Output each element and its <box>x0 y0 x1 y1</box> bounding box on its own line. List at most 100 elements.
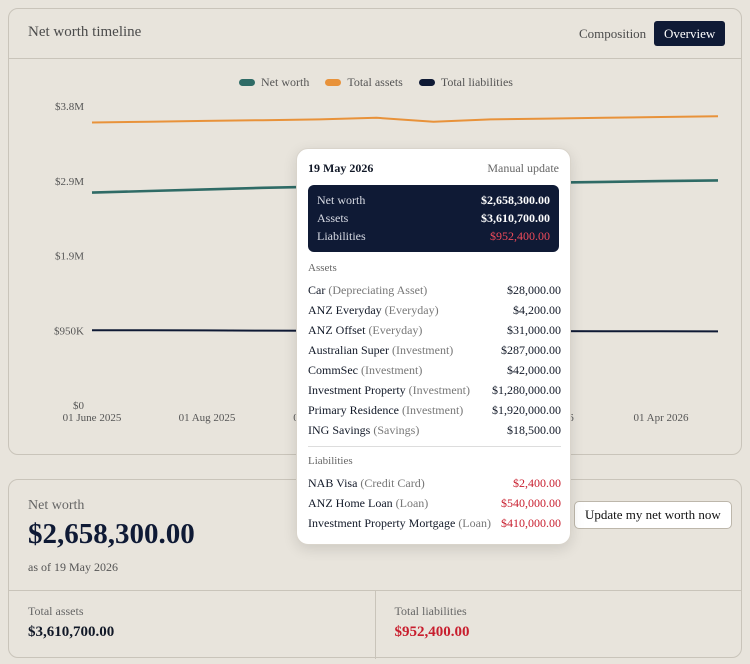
tooltip-line-item: Car (Depreciating Asset) $28,000.00 <box>308 280 561 300</box>
line-item-value: $1,920,000.00 <box>492 403 561 417</box>
total-assets-line[interactable] <box>91 115 719 124</box>
line-item-label: Primary Residence (Investment) <box>308 400 463 420</box>
line-chart[interactable]: $3.8M $2.9M $1.9M $950K $001 June 2025 01 Aug… <box>9 9 741 454</box>
tooltip-date: 19 May 2026 <box>308 161 374 175</box>
line-item-label: ANZ Offset (Everyday) <box>308 320 422 340</box>
line-item-value: $18,500.00 <box>507 423 561 437</box>
line-item-name: ANZ Home Loan <box>308 496 393 510</box>
total-liabilities-label: Total liabilities <box>394 604 467 618</box>
net-worth-label: Net worth <box>28 498 85 513</box>
x-tick-label: 6 <box>568 412 574 424</box>
line-item-name: Investment Property Mortgage <box>308 516 456 530</box>
line-item-category: (Depreciating Asset) <box>328 283 428 297</box>
line-item-category: (Investment) <box>408 383 470 397</box>
as-of-date: as of 19 May 2026 <box>28 560 118 574</box>
y-tick-label: $2.9M <box>55 176 84 188</box>
tooltip-line-item: Primary Residence (Investment) $1,920,000… <box>308 400 561 420</box>
legend-item-total-assets[interactable]: Total assets <box>325 75 403 90</box>
line-item-category: (Loan) <box>458 516 491 530</box>
totals-row: Total assets $3,610,700.00 Total liabili… <box>9 590 741 659</box>
line-item-value: $31,000.00 <box>507 323 561 337</box>
card-title: Net worth timeline <box>28 24 142 40</box>
line-item-name: Australian Super <box>308 343 389 357</box>
line-item-name: Primary Residence <box>308 403 399 417</box>
chart-tooltip: 19 May 2026 Manual update Net worth $2,6… <box>296 148 571 545</box>
y-tick-label: $1.9M <box>55 251 84 263</box>
line-item-name: Investment Property <box>308 383 406 397</box>
line-item-name: CommSec <box>308 363 358 377</box>
total-liabilities-cell: Total liabilities $952,400.00 <box>374 591 742 659</box>
legend-swatch <box>418 79 435 86</box>
tooltip-summary-label: Net worth <box>317 193 366 207</box>
tooltip-line-item: NAB Visa (Credit Card) $2,400.00 <box>308 473 561 493</box>
line-item-label: Investment Property Mortgage (Loan) <box>308 513 491 533</box>
line-item-category: (Investment) <box>401 403 464 417</box>
legend-item-total-liabilities[interactable]: Total liabilities <box>418 75 513 90</box>
tooltip-summary-value: $952,400.00 <box>490 229 550 243</box>
tab-overview[interactable]: Overview <box>654 21 726 46</box>
line-item-value: $1,280,000.00 <box>492 383 561 397</box>
total-assets-label: Total assets <box>28 604 84 618</box>
line-item-label: ING Savings (Savings) <box>308 420 419 440</box>
line-item-label: CommSec (Investment) <box>308 360 422 380</box>
total-assets-value: $3,610,700.00 <box>28 624 115 640</box>
line-item-category: (Investment) <box>361 363 423 377</box>
tooltip-source: Manual update <box>487 161 559 175</box>
tooltip-summary-row: Net worth $2,658,300.00 <box>317 193 550 208</box>
line-item-value: $540,000.00 <box>501 496 561 510</box>
x-tick-label: 01 June 2025 <box>63 412 122 424</box>
net-worth-value: $2,658,300.00 <box>28 518 195 550</box>
y-tick-label: $950K <box>54 325 84 337</box>
x-tick-label: 01 Aug 2025 <box>179 412 236 424</box>
total-assets-cell: Total assets $3,610,700.00 <box>9 591 375 659</box>
line-item-category: (Loan) <box>395 496 429 510</box>
tooltip-summary-value: $3,610,700.00 <box>481 211 550 225</box>
line-item-category: (Investment) <box>391 343 454 357</box>
line-item-category: (Everyday) <box>368 323 423 337</box>
line-item-name: ANZ Offset <box>308 323 366 337</box>
line-item-name: NAB Visa <box>308 476 358 490</box>
line-item-name: ING Savings <box>308 423 371 437</box>
line-item-category: (Everyday) <box>384 303 439 317</box>
tooltip-line-item: Investment Property (Investment) $1,280,0… <box>308 380 561 400</box>
legend-swatch <box>325 79 342 86</box>
tooltip-line-item: CommSec (Investment) $42,000.00 <box>308 360 561 380</box>
line-item-name: Car <box>308 283 326 297</box>
legend-item-net-worth[interactable]: Net worth <box>239 75 309 90</box>
legend-label: Total assets <box>347 75 403 89</box>
tooltip-assets-list: Car (Depreciating Asset) $28,000.00 ANZ Ev… <box>308 280 561 440</box>
line-item-value: $4,200.00 <box>513 303 561 317</box>
tooltip-summary-row: Liabilities $952,400.00 <box>317 229 550 244</box>
line-item-value: $42,000.00 <box>507 363 561 377</box>
tooltip-liabilities-heading: Liabilities <box>308 455 353 467</box>
line-item-label: ANZ Everyday (Everyday) <box>308 300 439 320</box>
line-item-name: ANZ Everyday <box>308 303 382 317</box>
y-tick-label: $3.8M <box>55 101 84 113</box>
tooltip-summary-label: Liabilities <box>317 229 366 243</box>
tooltip-liabilities-list: NAB Visa (Credit Card) $2,400.00 ANZ Home … <box>308 473 561 533</box>
line-item-value: $28,000.00 <box>507 283 561 297</box>
legend-swatch <box>239 79 256 86</box>
line-item-value: $2,400.00 <box>513 476 561 490</box>
card-header: Net worth timeline Composition Overview <box>9 9 741 59</box>
line-item-label: ANZ Home Loan (Loan) <box>308 493 428 513</box>
line-item-value: $287,000.00 <box>501 343 561 357</box>
tab-composition[interactable]: Composition <box>579 26 647 41</box>
line-item-label: NAB Visa (Credit Card) <box>308 473 425 493</box>
line-item-category: (Credit Card) <box>360 476 425 490</box>
line-item-category: (Savings) <box>373 423 420 437</box>
tooltip-summary-value: $2,658,300.00 <box>481 193 550 207</box>
tooltip-summary-row: Assets $3,610,700.00 <box>317 211 550 226</box>
tooltip-line-item: ING Savings (Savings) $18,500.00 <box>308 420 561 440</box>
line-item-label: Investment Property (Investment) <box>308 380 470 400</box>
tooltip-line-item: ANZ Home Loan (Loan) $540,000.00 <box>308 493 561 513</box>
tooltip-summary-label: Assets <box>317 211 349 225</box>
chart-legend: Net worth Total assets Total liabilities <box>9 75 743 90</box>
update-net-worth-button[interactable]: Update my net worth now <box>574 501 732 529</box>
tooltip-line-item: Investment Property Mortgage (Loan) $410,… <box>308 513 561 533</box>
tooltip-line-item: ANZ Offset (Everyday) $31,000.00 <box>308 320 561 340</box>
divider <box>308 446 561 447</box>
line-item-label: Car (Depreciating Asset) <box>308 280 427 300</box>
tooltip-line-item: Australian Super (Investment) $287,000.00 <box>308 340 561 360</box>
tooltip-line-item: ANZ Everyday (Everyday) $4,200.00 <box>308 300 561 320</box>
